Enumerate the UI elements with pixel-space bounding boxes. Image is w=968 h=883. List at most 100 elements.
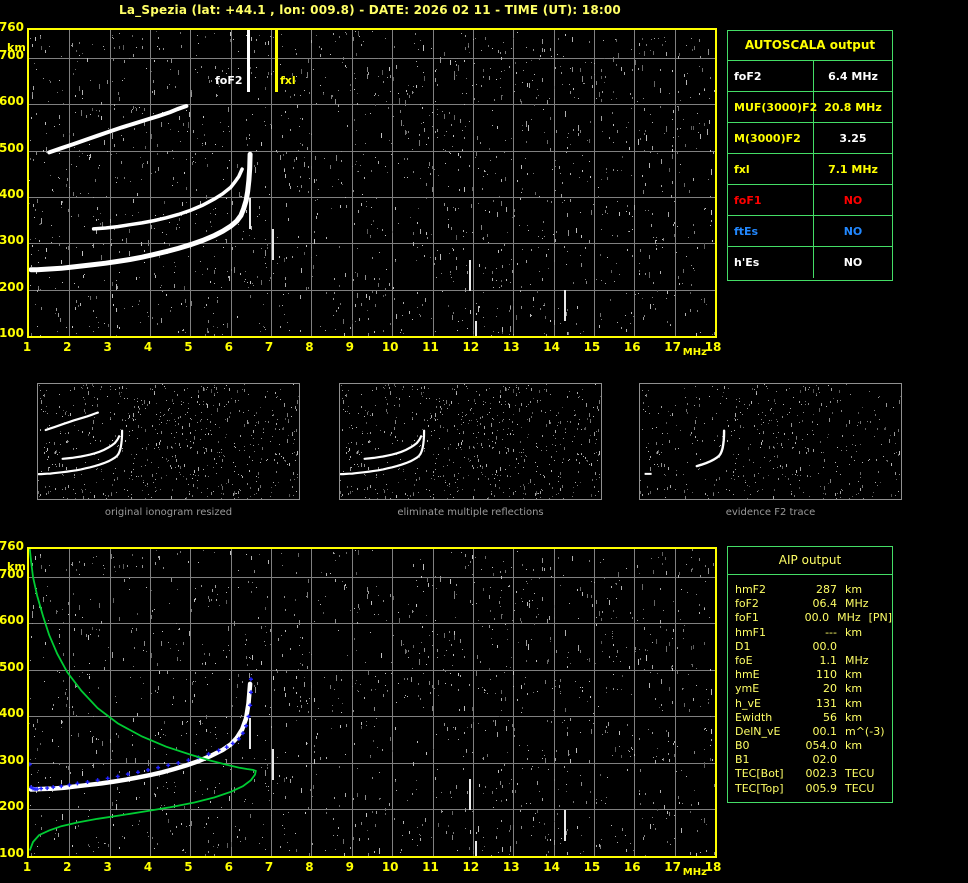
gridline-vertical xyxy=(594,30,595,336)
aip-row: foF2 06.4 MHz xyxy=(735,597,892,611)
aip-note: [PN] xyxy=(868,611,893,625)
aip-note xyxy=(879,725,892,739)
aip-note xyxy=(879,626,892,640)
aip-note xyxy=(879,668,892,682)
x-tick-label: 13 xyxy=(502,860,520,874)
gridline-vertical xyxy=(352,30,353,336)
aip-row: D1 00.0 xyxy=(735,640,892,654)
x-tick-label: 11 xyxy=(422,860,439,874)
aip-unit: m^(-3) xyxy=(845,724,885,738)
aip-value: 56 xyxy=(823,710,837,724)
gridline-vertical xyxy=(554,30,555,336)
aip-note xyxy=(879,711,892,725)
thumbnail-evidence-f2-trace[interactable] xyxy=(639,383,902,500)
autoscala-row: fxl 7.1 MHz xyxy=(728,154,892,185)
thumbnail-original-ionogram[interactable] xyxy=(37,383,300,500)
x-tick-label: 18 xyxy=(704,860,722,874)
x-tick-label: 7 xyxy=(264,340,274,354)
autoscala-row: MUF(3000)F2 20.8 MHz xyxy=(728,92,892,123)
aip-unit: km xyxy=(845,668,863,682)
ionogram-noise-layer xyxy=(29,31,715,336)
autoscala-key: fxl xyxy=(728,154,814,184)
aip-value: 287 xyxy=(816,583,837,596)
x-tick-label: 6 xyxy=(224,340,233,354)
x-tick-label: 2 xyxy=(63,860,72,874)
x-tick-label: 2 xyxy=(63,340,72,354)
gridline-vertical xyxy=(634,549,635,856)
x-tick-label: 14 xyxy=(543,340,560,354)
aip-value: 110 xyxy=(816,668,837,682)
aip-row: TEC[Top] 005.9 TECU xyxy=(735,782,892,796)
aip-key: ymE xyxy=(735,682,760,696)
aip-row: B1 02.0 xyxy=(735,753,892,767)
gridline-vertical xyxy=(311,30,312,336)
x-tick-label: 4 xyxy=(143,340,153,354)
aip-value: 00.1 xyxy=(812,724,838,738)
aip-row: foE 1.1 MHz xyxy=(735,654,892,668)
aip-value: 1.1 xyxy=(819,653,838,667)
aip-note xyxy=(879,753,892,767)
gridline-vertical xyxy=(392,30,393,336)
gridline-horizontal xyxy=(29,670,715,671)
x-tick-label: 16 xyxy=(623,860,641,874)
y-tick-label: 760 xyxy=(0,539,24,553)
autoscala-row: foF1 NO xyxy=(728,185,892,216)
gridline-vertical xyxy=(675,30,676,336)
autoscala-value: NO xyxy=(843,256,863,269)
autoscala-output-table: AUTOSCALA output foF2 6.4 MHz MUF(3000)F2 2… xyxy=(727,30,893,281)
gridline-horizontal xyxy=(29,243,715,244)
gridline-vertical xyxy=(150,549,151,856)
y-axis-unit-label: km xyxy=(7,560,26,573)
x-tick-label: 18 xyxy=(704,340,722,354)
aip-note xyxy=(879,782,892,796)
x-tick-label: 9 xyxy=(345,860,354,874)
autoscala-row: h'Es NO xyxy=(728,247,892,278)
aip-value: 054.0 xyxy=(805,739,838,753)
x-tick-label: 5 xyxy=(184,340,193,354)
aip-note xyxy=(879,640,892,654)
aip-value: 06.4 xyxy=(812,597,838,611)
thumbnail-canvas xyxy=(340,384,601,499)
gridline-vertical xyxy=(433,549,434,856)
aip-unit: km xyxy=(845,696,863,710)
aip-unit: TECU xyxy=(845,781,875,795)
aip-key: B0 xyxy=(735,739,750,753)
x-tick-label: 10 xyxy=(381,340,399,354)
aip-unit: MHz xyxy=(845,653,869,667)
aip-note xyxy=(879,682,892,696)
gridline-vertical xyxy=(473,30,474,336)
y-tick-label: 100 xyxy=(0,326,24,340)
aip-key: hmF2 xyxy=(735,583,767,596)
aip-note xyxy=(879,697,892,711)
profile-ionogram-canvas xyxy=(29,549,715,856)
y-tick-label: 400 xyxy=(0,706,24,721)
x-tick-label: 10 xyxy=(381,860,399,874)
aip-row: B0 054.0 km xyxy=(735,739,892,753)
x-tick-label: 6 xyxy=(224,860,233,874)
thumbnail-canvas xyxy=(640,384,901,499)
thumbnail-eliminate-reflections[interactable] xyxy=(339,383,602,500)
thumbnail-canvas xyxy=(38,384,299,499)
gridline-horizontal xyxy=(29,290,715,291)
gridline-vertical xyxy=(473,549,474,856)
y-tick-label: 300 xyxy=(0,233,24,248)
aip-rows: hmF2 287 km foF2 06.4 MHz foF1 00.0 MHz [PN] hmF1-… xyxy=(728,575,892,802)
aip-key: hmE xyxy=(735,668,760,682)
gridline-vertical xyxy=(675,549,676,856)
fxl-marker-label: fxl xyxy=(280,74,296,87)
autoscala-key: foF2 xyxy=(728,61,814,91)
y-tick-label: 100 xyxy=(0,846,24,860)
aip-note xyxy=(879,583,892,597)
autoscala-row: foF2 6.4 MHz xyxy=(728,61,892,92)
gridline-vertical xyxy=(271,549,272,856)
page-title: La_Spezia (lat: +44.1 , lon: 009.8) - DA… xyxy=(119,3,621,17)
aip-row: hmE 110 km xyxy=(735,668,892,682)
gridline-horizontal xyxy=(29,197,715,198)
main-ionogram-plot[interactable]: foF2 fxl xyxy=(27,28,717,338)
aip-row: Ewidth 56 km xyxy=(735,711,892,725)
y-tick-label: 500 xyxy=(0,140,24,155)
y-tick-label: 700 xyxy=(0,47,24,62)
fxl-marker-line xyxy=(275,30,278,92)
profile-ionogram-plot[interactable] xyxy=(27,547,717,858)
gridline-vertical xyxy=(594,549,595,856)
